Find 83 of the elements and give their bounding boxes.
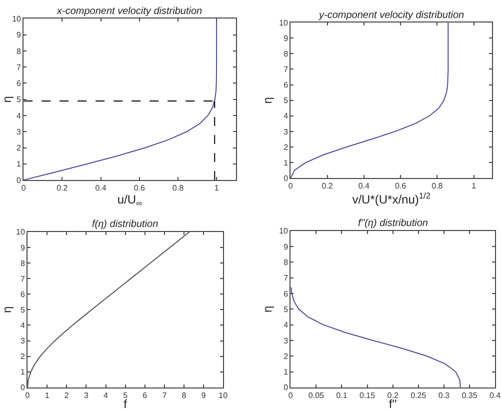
y-tick-label: 3 [16, 127, 22, 136]
y-tick-label: 2 [284, 142, 289, 152]
y-tick-label: 8 [284, 258, 289, 268]
y-tick-label: 2 [16, 144, 22, 153]
y-tick-label: 8 [284, 49, 289, 58]
chart-title: x-component velocity distribution [56, 6, 203, 17]
x-tick-label: 0.8 [172, 184, 184, 193]
y-tick-label: 3 [284, 336, 289, 346]
line-series [290, 286, 461, 388]
y-tick-label: 9 [284, 242, 289, 252]
y-tick-label: 7 [284, 274, 289, 283]
y-tick-label: 2 [284, 352, 289, 361]
y-tick-label: 10 [279, 18, 289, 28]
y-tick-label: 6 [16, 79, 22, 88]
x-tick-label: 7 [162, 391, 168, 400]
y-tick-label: 0 [284, 174, 289, 183]
x-tick-label: 0.6 [394, 182, 407, 191]
y-tick-label: 4 [20, 321, 26, 330]
x-tick-label: 6 [142, 391, 148, 400]
chart-title: f''(η) distribution [358, 218, 428, 229]
x-tick-label: 0.2 [322, 182, 334, 191]
y-tick-label: 7 [16, 62, 22, 72]
chart-title: f(η) distribution [92, 219, 159, 230]
y-tick-label: 9 [284, 34, 289, 43]
y-tick-label: 4 [16, 111, 22, 120]
y-tick-label: 9 [16, 30, 22, 40]
y-axis-title: η [0, 96, 14, 103]
x-tick-label: 0.1 [336, 391, 348, 400]
x-tick-label: 0.4 [358, 182, 370, 191]
y-tick-label: 5 [16, 95, 22, 104]
x-tick-label: 0.4 [95, 184, 107, 193]
x-tick-label: 1 [472, 182, 477, 191]
x-tick-label: 2 [64, 391, 70, 400]
x-tick-label: 0.3 [438, 391, 450, 400]
x-tick-label: 0.6 [134, 184, 146, 193]
y-tick-label: 1 [16, 160, 22, 169]
line-series [24, 18, 218, 180]
x-tick-label: 0.4 [489, 391, 502, 400]
y-tick-label: 5 [284, 96, 289, 106]
y-tick-label: 5 [20, 305, 26, 314]
y-axis-title: η [0, 306, 14, 313]
y-tick-label: 8 [20, 258, 26, 268]
x-tick-label: 4 [104, 391, 109, 400]
y-tick-label: 6 [284, 289, 289, 298]
y-axis-title: η [260, 306, 274, 313]
x-tick-label: 1 [44, 391, 50, 400]
x-tick-label: 0.2 [56, 184, 68, 193]
y-tick-label: 1 [20, 368, 26, 377]
y-tick-label: 10 [279, 226, 289, 236]
y-tick-label: 4 [284, 112, 289, 121]
y-tick-label: 6 [284, 80, 289, 90]
chart-title: y-component velocity distribution [318, 10, 465, 21]
x-tick-label: 1 [214, 184, 220, 193]
x-tick-label: 9 [201, 391, 206, 400]
x-tick-label: 0.05 [308, 391, 325, 400]
x-axis-title: u/U$_{∞}$ [117, 192, 142, 208]
y-tick-label: 2 [20, 352, 26, 362]
y-tick-label: 0 [284, 383, 289, 392]
y-tick-label: 0 [20, 383, 26, 392]
y-tick-label: 7 [20, 274, 26, 284]
x-tick-label: 0.15 [359, 391, 376, 400]
x-tick-label: 0.8 [432, 182, 444, 191]
x-tick-label: 0.25 [410, 391, 427, 400]
y-tick-label: 3 [20, 336, 26, 346]
y-tick-label: 0 [16, 176, 22, 185]
y-tick-label: 3 [284, 127, 289, 136]
y-tick-label: 9 [20, 243, 26, 252]
y-axis-title: η [260, 97, 274, 104]
y-tick-label: 5 [284, 304, 289, 314]
y-tick-label: 8 [16, 46, 22, 56]
y-tick-label: 4 [284, 320, 289, 330]
y-tick-label: 10 [12, 14, 22, 24]
x-tick-label: 3 [84, 391, 89, 400]
y-tick-label: 1 [284, 368, 289, 377]
x-tick-label: 0.35 [462, 391, 478, 400]
y-tick-label: 6 [20, 290, 26, 299]
y-tick-label: 1 [284, 158, 289, 168]
y-tick-label: 10 [16, 228, 26, 237]
y-tick-label: 7 [284, 65, 289, 74]
x-tick-label: 8 [182, 391, 187, 400]
x-tick-label: 10 [218, 391, 228, 400]
line-series [290, 22, 449, 178]
x-axis-title: v/U*(U*x/nu)$^{1/2}$ [352, 190, 431, 207]
